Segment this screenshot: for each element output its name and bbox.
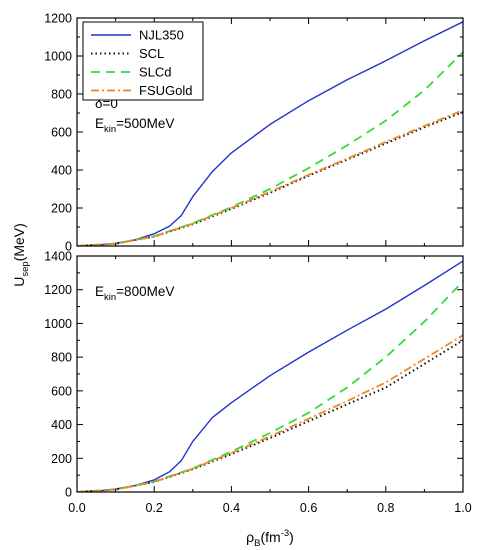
y-tick-label-2-5: 1000 — [44, 317, 72, 331]
y-tick-label-2-0: 0 — [65, 486, 72, 500]
x-tick-label-4: 0.8 — [377, 501, 394, 515]
annotation-main: E — [95, 284, 104, 299]
y-tick-label-1-6: 1200 — [44, 12, 72, 26]
annotation-rest: =500MeV — [116, 116, 174, 131]
annotation-rest: =800MeV — [116, 284, 174, 299]
series-line-fsugold-panel-2 — [77, 334, 463, 492]
x-tick-label-0: 0.0 — [68, 501, 85, 515]
y-tick-label-2-7: 1400 — [44, 250, 72, 264]
x-axis-label: ρB(fm-3) — [246, 528, 294, 549]
y-label-unit: (MeV) — [11, 223, 27, 261]
annotation-1-1: Ekin=500MeV — [95, 116, 174, 135]
x-tick-label-2: 0.4 — [223, 501, 240, 515]
y-axis-label: Usep(MeV) — [11, 223, 31, 287]
series-line-slcd-panel-2 — [77, 280, 463, 492]
x-label-close: ) — [289, 529, 294, 545]
y-tick-label-1-0: 0 — [65, 240, 72, 254]
legend-label-slcd: SLCd — [139, 65, 172, 80]
x-tick-label-5: 1.0 — [454, 501, 471, 515]
y-tick-label-2-2: 400 — [51, 418, 72, 432]
y-tick-label-2-3: 600 — [51, 384, 72, 398]
y-tick-label-1-1: 200 — [51, 202, 72, 216]
legend-label-fsugold: FSUGold — [139, 83, 192, 98]
x-label-main: ρ — [246, 529, 254, 545]
series-line-scl-panel-2 — [77, 339, 463, 492]
x-label-sup: -3 — [281, 528, 289, 539]
y-tick-label-2-4: 800 — [51, 351, 72, 365]
y-tick-label-1-3: 600 — [51, 126, 72, 140]
y-tick-label-1-4: 800 — [51, 88, 72, 102]
legend-label-njl350: NJL350 — [139, 28, 184, 43]
legend: NJL350 SCL SLCd FSUGold — [82, 21, 204, 101]
annotation-main: E — [95, 116, 104, 131]
y-label-main: U — [11, 277, 27, 287]
y-tick-label-2-6: 1200 — [44, 283, 72, 297]
annotation-sub: kin — [104, 292, 116, 303]
x-tick-label-1: 0.2 — [146, 501, 163, 515]
legend-label-scl: SCL — [139, 46, 164, 61]
series-line-scl-panel-1 — [77, 111, 463, 246]
series-line-fsugold-panel-1 — [77, 109, 463, 246]
y-tick-label-2-1: 200 — [51, 452, 72, 466]
y-tick-label-1-5: 1000 — [44, 50, 72, 64]
annotation-2-0: Ekin=800MeV — [95, 284, 174, 303]
annotation-sub: kin — [104, 124, 116, 135]
y-label-sub: sep — [20, 261, 31, 276]
x-label-sub: B — [254, 538, 260, 549]
x-tick-label-3: 0.6 — [300, 501, 317, 515]
x-label-unit: (fm — [260, 529, 280, 545]
y-tick-label-1-2: 400 — [51, 164, 72, 178]
